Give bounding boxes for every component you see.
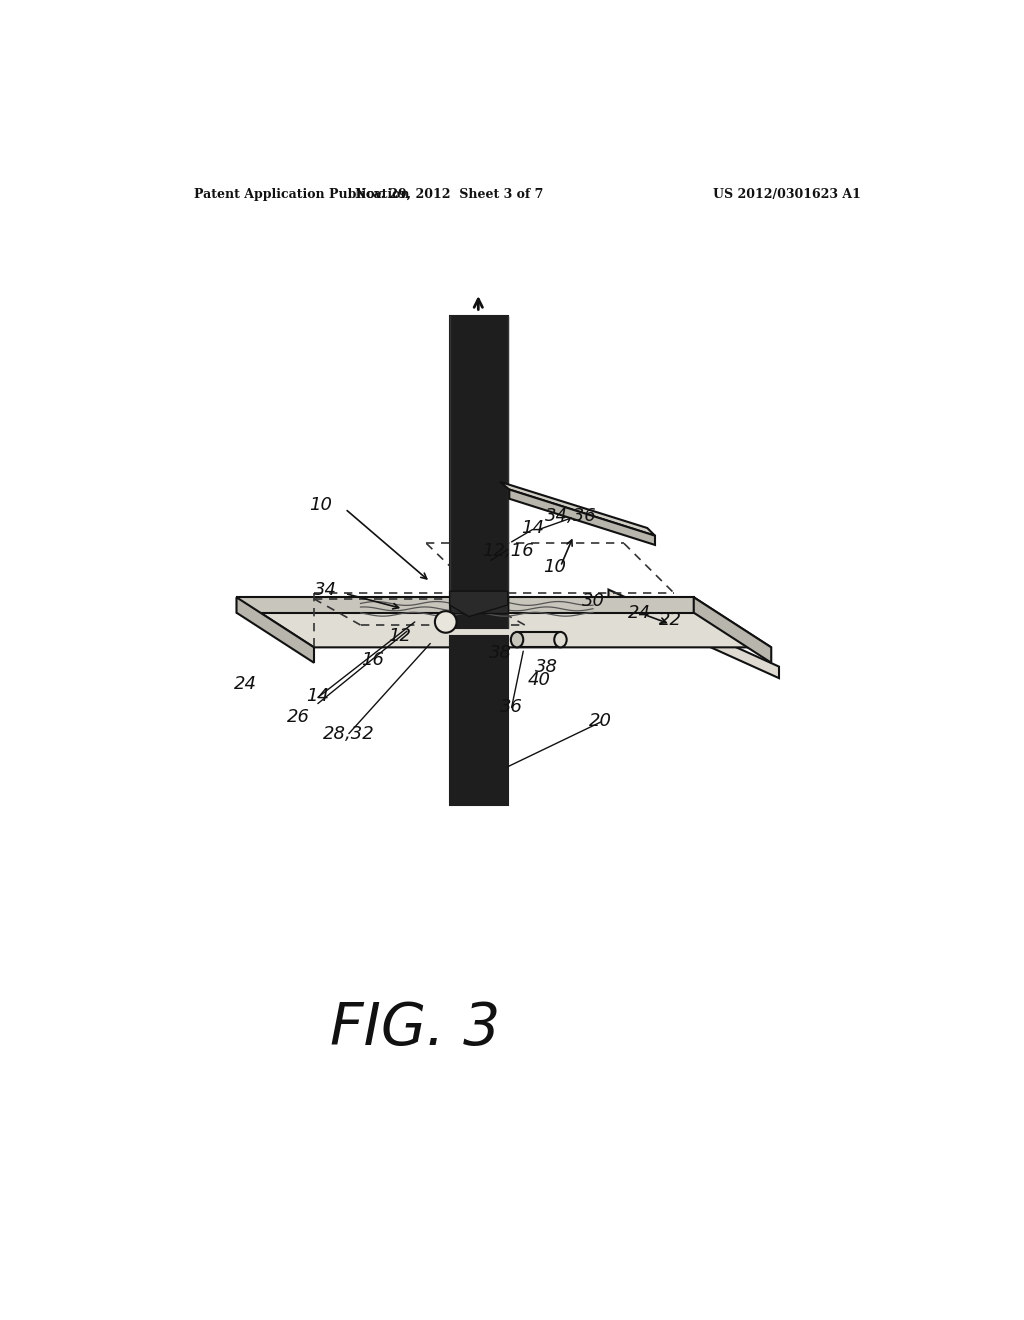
Text: Patent Application Publication: Patent Application Publication	[194, 187, 410, 201]
Text: 22: 22	[659, 611, 682, 630]
Polygon shape	[237, 598, 771, 647]
Polygon shape	[509, 490, 655, 545]
Polygon shape	[693, 598, 771, 663]
Text: 28,32: 28,32	[323, 726, 375, 743]
Polygon shape	[237, 598, 693, 612]
Polygon shape	[450, 591, 508, 616]
Polygon shape	[450, 636, 508, 805]
Text: FIG. 3: FIG. 3	[330, 1001, 500, 1057]
Polygon shape	[517, 632, 560, 647]
Text: 34: 34	[314, 581, 337, 598]
Text: 12: 12	[388, 627, 411, 644]
Text: 16: 16	[360, 652, 384, 669]
Text: 14: 14	[521, 519, 544, 537]
Text: 12,16: 12,16	[482, 543, 534, 560]
Polygon shape	[500, 482, 655, 536]
Polygon shape	[608, 590, 779, 678]
Text: 30: 30	[582, 593, 604, 610]
Polygon shape	[237, 598, 314, 663]
Text: Nov. 29, 2012  Sheet 3 of 7: Nov. 29, 2012 Sheet 3 of 7	[355, 187, 544, 201]
Text: 36: 36	[500, 698, 523, 717]
Text: 38: 38	[488, 644, 512, 661]
Ellipse shape	[554, 632, 566, 647]
Polygon shape	[450, 598, 508, 612]
Text: 24: 24	[234, 675, 257, 693]
Polygon shape	[450, 317, 508, 628]
Text: 38: 38	[535, 657, 558, 676]
Text: 14: 14	[306, 686, 330, 705]
Text: 10: 10	[543, 557, 565, 576]
Text: 26: 26	[287, 708, 310, 726]
Text: 20: 20	[589, 711, 612, 730]
Circle shape	[435, 611, 457, 632]
Text: 24: 24	[628, 603, 651, 622]
Ellipse shape	[511, 632, 523, 647]
Text: 34,36: 34,36	[546, 507, 597, 525]
Text: US 2012/0301623 A1: US 2012/0301623 A1	[713, 187, 861, 201]
Text: 40: 40	[527, 672, 550, 689]
Text: 10: 10	[308, 496, 332, 513]
